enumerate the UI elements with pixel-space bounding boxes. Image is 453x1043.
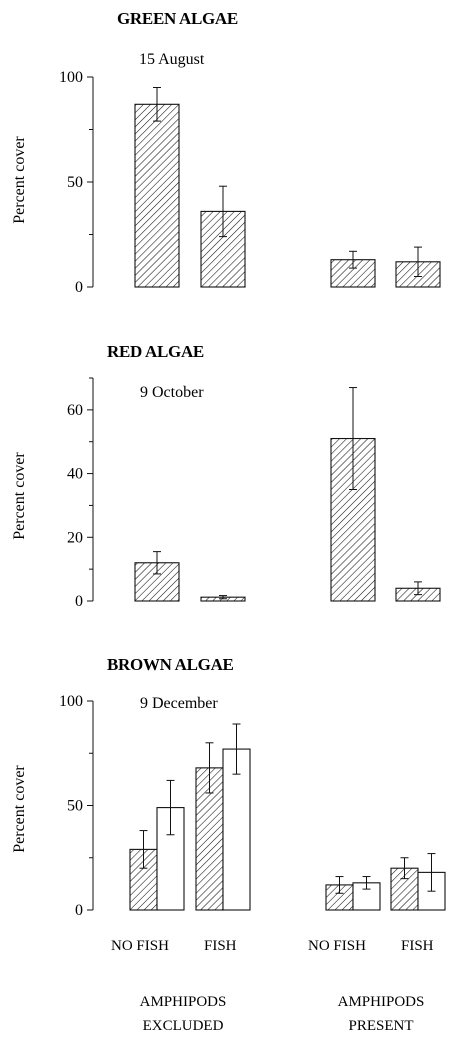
error-bar (153, 551, 161, 575)
error-bar (427, 853, 436, 892)
category-label-fish-present: FISH (401, 938, 434, 954)
panel-red-algae: RED ALGAE 9 October Percent cover 0 20 40 6… (11, 342, 441, 610)
error-bar (414, 246, 422, 277)
panel-green-algae: GREEN ALGAE 15 August Percent cover 0 50 1… (11, 9, 441, 296)
error-bar (166, 779, 175, 836)
panel-date: 15 August (139, 51, 205, 68)
error-bar (335, 876, 344, 894)
error-bar (414, 581, 422, 596)
y-tick-label: 40 (67, 466, 83, 483)
panel-title: RED ALGAE (107, 342, 204, 361)
y-tick-label: 60 (67, 402, 83, 419)
panel-title: GREEN ALGAE (117, 9, 238, 28)
y-tick-label: 0 (75, 902, 83, 919)
error-bar (153, 87, 161, 122)
y-tick-label: 0 (75, 593, 83, 610)
y-tick-label: 0 (75, 279, 83, 296)
error-bar (400, 857, 409, 880)
error-bar (139, 830, 148, 869)
y-axis-label: Percent cover (11, 136, 28, 224)
panel-title: BROWN ALGAE (107, 655, 234, 674)
bars (134, 87, 441, 288)
category-label-no-fish-excluded: NO FISH (111, 938, 169, 954)
y-tick-label: 100 (59, 69, 83, 86)
x-category-labels: NO FISH FISH NO FISH FISH (111, 938, 434, 954)
group-label-excluded-line2: EXCLUDED (143, 1018, 224, 1034)
bar (330, 437, 376, 602)
error-bar (362, 876, 371, 890)
bars (129, 723, 446, 911)
y-ticks: 0 20 40 60 (67, 377, 94, 610)
panel-date: 9 December (140, 695, 218, 712)
panel-brown-algae: BROWN ALGAE 9 December Percent cover 0 50… (11, 655, 446, 919)
group-label-present-line1: AMPHIPODS (338, 994, 425, 1010)
y-tick-label: 50 (67, 798, 83, 815)
category-label-fish-excluded: FISH (204, 938, 237, 954)
error-bar (349, 387, 357, 490)
error-bar (205, 742, 214, 794)
y-tick-label: 50 (67, 174, 83, 191)
x-group-labels: AMPHIPODS EXCLUDED AMPHIPODS PRESENT (140, 994, 425, 1034)
category-label-no-fish-present: NO FISH (308, 938, 366, 954)
error-bar (349, 250, 357, 269)
y-axis-label: Percent cover (11, 452, 28, 540)
bars (134, 387, 441, 602)
error-bar (219, 595, 227, 600)
group-label-excluded-line1: AMPHIPODS (140, 994, 227, 1010)
group-label-present-line2: PRESENT (348, 1018, 413, 1034)
bar (134, 103, 180, 288)
y-ticks: 0 50 100 (59, 693, 94, 919)
y-tick-label: 100 (59, 693, 83, 710)
y-axis-label: Percent cover (11, 765, 28, 853)
error-bar (232, 723, 241, 775)
error-bar (219, 185, 227, 238)
panel-date: 9 October (140, 384, 204, 401)
y-ticks: 0 50 100 (59, 69, 94, 296)
y-tick-label: 20 (67, 529, 83, 546)
